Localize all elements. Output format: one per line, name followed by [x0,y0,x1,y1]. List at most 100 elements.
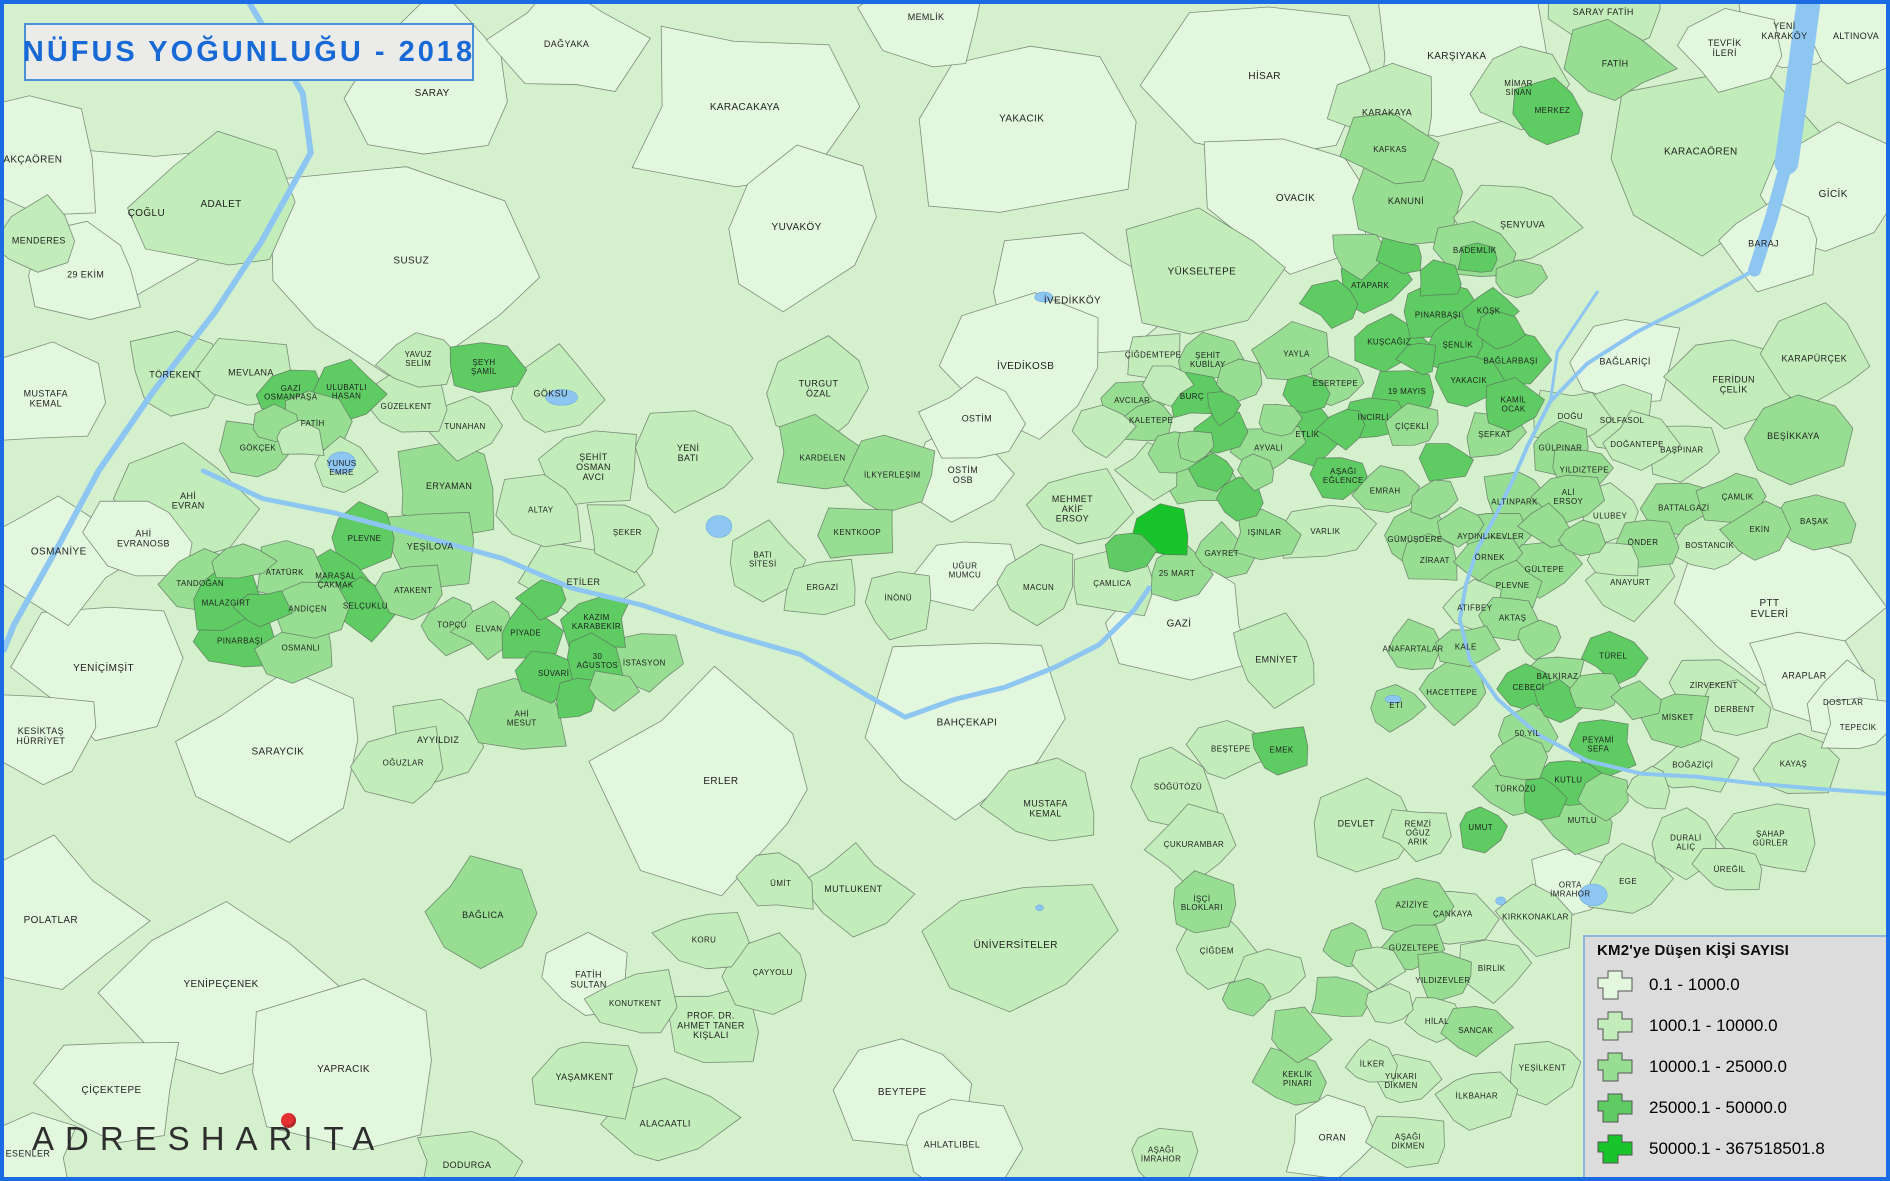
map-region-cell [1025,468,1134,545]
map-region-cell [1310,976,1376,1017]
legend-swatch-icon [1597,970,1633,1000]
map-region-label: BURÇ [1180,392,1204,401]
river-path [200,468,1152,720]
map-region-cell [1298,279,1359,329]
map-region-cell [1285,1094,1379,1177]
map-region-label: EGE [1619,877,1637,886]
map-region-label: YUNUS EMRE [327,459,357,477]
map-region-label: ATAPARK [1351,281,1389,290]
map-region-label: BEŞİKKAYA [1767,431,1820,441]
map-region-label: BAŞAK [1800,517,1829,526]
map-region-label: ŞEHİT OSMAN AVCI [576,452,611,482]
map-region-cell [1557,519,1606,557]
map-region-cell [1401,533,1458,581]
map-region-label: MALAZGİRT [202,599,251,608]
map-region-cell [1759,302,1871,410]
map-region-cell [1691,848,1763,891]
map-region-cell [600,1077,742,1162]
map-region-cell [766,335,870,443]
lake [705,515,733,538]
map-region-label: FERİDUN ÇELİK [1712,375,1755,395]
map-region-cell [906,1098,1024,1177]
map-region-label: İLKYERLEŞİM [864,471,921,480]
map-region-label: ELVAN [475,625,502,634]
map-region-label: TÜREL [1599,651,1627,660]
map-region-cell [1282,374,1331,414]
map-region-cell [1410,479,1459,520]
map-region-label: KALE [1455,642,1477,651]
map-region-label: TÜRKÖZÜ [1495,784,1536,793]
map-region-label: 30 AĞUSTOS [577,652,619,670]
map-region-cell [1314,408,1366,451]
map-region-label: HİLAL [1425,1017,1449,1026]
map-region-cell [1418,443,1474,482]
map-region-label: ÇANKAYA [1433,910,1473,919]
map-region-label: DAĞYAKA [544,39,589,49]
map-region-cell [4,194,76,273]
legend-class-label: 50000.1 - 367518501.8 [1649,1139,1825,1158]
map-region-label: BARAJ [1748,239,1779,249]
map-region-cell [817,507,894,559]
map-region-label: SUSUZ [393,256,429,267]
map-region-label: YUKARI DİKMEN [1384,1072,1417,1090]
map-region-label: SARAY FATİH [1573,7,1634,17]
map-region-label: OSTİM [962,413,992,423]
map-region-label: ATAKENT [394,586,432,595]
map-region-label: İLKBAHAR [1455,1091,1498,1100]
map-region-cell [1258,403,1303,437]
map-region-label: BAŞPINAR [1660,446,1703,455]
map-region-label: EKİN [1749,525,1769,534]
map-region-label: KARDELEN [799,454,845,463]
map-region-label: İNCİRLİ [1358,413,1389,422]
map-region-cell [979,757,1095,842]
map-region-label: ŞAHAP GÜRLER [1753,830,1789,848]
map-region-label: BAHÇEKAPI [937,718,998,729]
map-region-label: İSTASYON [623,658,666,667]
map-region-cell [1251,726,1309,776]
map-region-label: AŞAĞI EĞLENCE [1323,467,1364,485]
river-path [1548,290,1599,403]
map-region-label: KARŞIYAKA [1427,51,1486,62]
map-region-label: IŞINLAR [1248,528,1282,537]
map-region-label: DOSTLAR [1823,698,1863,707]
lake [327,451,356,475]
river-path [1774,4,1821,175]
map-region-label: DODURGA [443,1160,492,1170]
map-region-cell [651,911,750,970]
map-region-cell [514,579,567,621]
map-region-label: AKÇAÖREN [4,154,62,165]
map-region-label: İŞÇİ BLOKLARI [1181,894,1223,912]
map-region-label: HİSAR [1248,71,1280,82]
map-region-cell [349,725,444,804]
map-title-box: NÜFUS YOĞUNLUĞU - 2018 [23,23,474,81]
map-region-cell [556,677,598,719]
map-region-cell [1676,7,1783,93]
map-region-cell [1568,672,1621,711]
map-region-label: PLEVNE [348,534,382,543]
map-region-cell [1494,883,1573,958]
map-region-label: HACETTEPE [1426,688,1477,697]
map-region-cell [510,343,606,433]
map-region-cell [1718,500,1792,561]
map-region-label: TUNAHAN [444,422,485,431]
map-region-cell [4,834,151,990]
map-region-label: FATİH [301,419,325,428]
map-region-label: KESİKTAŞ HÜRRİYET [16,726,65,746]
map-region-label: YAYLA [1283,349,1310,358]
map-region-cell [1104,532,1158,573]
map-region-cell [1459,806,1508,854]
map-region-label: MİSKET [1662,713,1694,722]
map-region-label: 19 MAYIS [1388,387,1426,396]
legend-class-label: 25000.1 - 50000.0 [1649,1098,1788,1117]
map-region-label: GÜMÜŞDERE [1387,535,1442,544]
map-region-label: MEVLANA [228,368,274,378]
map-region-cell [270,166,541,386]
map-region-label: FATİH [1602,59,1629,69]
map-region-label: ŞENLİK [1442,340,1473,349]
map-region-cell [1194,521,1260,579]
map-region-cell [1395,342,1437,376]
map-region-label: ŞEHİT KUBİLAY [1190,351,1226,369]
map-region-cell [33,1042,180,1144]
lake [1579,883,1608,907]
map-region-label: SARAY [415,88,450,99]
